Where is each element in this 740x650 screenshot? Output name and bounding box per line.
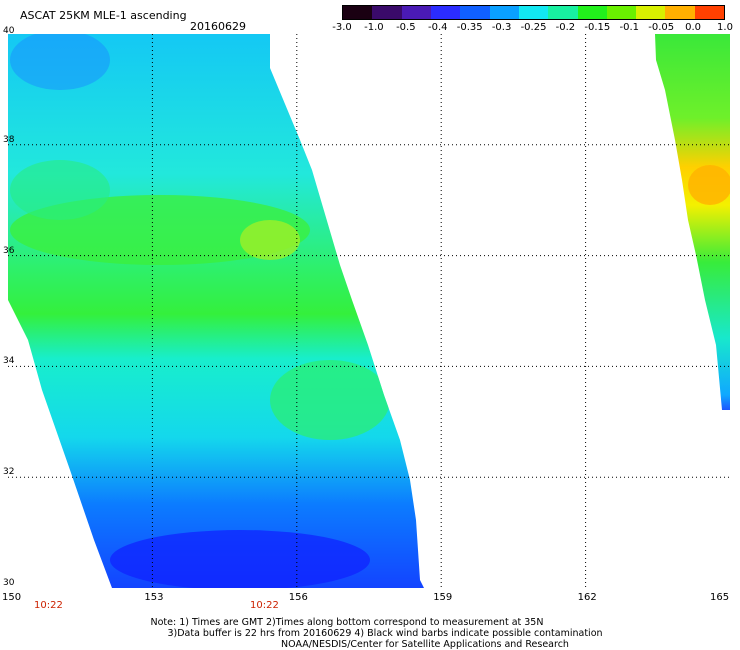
- latitude-tick-label: 32: [3, 467, 15, 478]
- colorbar-segment: [606, 6, 637, 19]
- latitude-tick-label: 38: [3, 134, 15, 145]
- colorbar-label: -0.4: [427, 22, 448, 33]
- colorbar-label: -0.05: [648, 22, 675, 33]
- colorbar-segment: [518, 6, 549, 19]
- colorbar-segment: [694, 6, 725, 19]
- longitude-tick-label: 165: [710, 592, 730, 603]
- time-label-left: 10:22: [34, 600, 63, 611]
- note-line-3: NOAA/NESDIS/Center for Satellite Applica…: [281, 639, 569, 650]
- colorbar-label: 0.0: [685, 22, 702, 33]
- longitude-tick-label: 156: [288, 592, 308, 603]
- colorbar-label: 1.0: [717, 22, 733, 33]
- swath-left: [8, 34, 424, 588]
- latitude-tick-label: 34: [3, 356, 15, 367]
- colorbar-segment: [372, 6, 402, 19]
- latitude-tick-label: 30: [3, 578, 15, 588]
- colorbar-segment: [401, 6, 431, 19]
- map-date: 20160629: [190, 20, 246, 33]
- colorbar-segment: [460, 6, 490, 19]
- colorbar-segment: [577, 6, 607, 19]
- note-line-1: Note: 1) Times are GMT 2)Times along bot…: [150, 617, 544, 628]
- longitude-tick-label: 150: [2, 592, 22, 603]
- swath-right: [655, 34, 730, 410]
- colorbar-label: -0.15: [584, 22, 611, 33]
- time-label-right: 10:22: [250, 600, 279, 611]
- latitude-tick-label: 40: [3, 26, 15, 36]
- note-line-2: 3)Data buffer is 22 hrs from 20160629 4)…: [167, 628, 603, 639]
- colorbar-segment: [636, 6, 666, 19]
- latitude-tick-label: 36: [3, 245, 15, 256]
- longitude-tick-label: 159: [433, 592, 453, 603]
- colorbar-segment: [430, 6, 461, 19]
- longitude-tick-label: 162: [577, 592, 597, 603]
- colorbar-label: -0.5: [396, 22, 416, 33]
- colorbar-label: -0.2: [555, 22, 576, 33]
- map-title: ASCAT 25KM MLE-1 ascending: [20, 9, 187, 22]
- colorbar: [342, 5, 725, 20]
- colorbar-label: -0.3: [491, 22, 512, 33]
- colorbar-label: -0.35: [456, 22, 483, 33]
- longitude-tick-label: 153: [144, 592, 164, 603]
- graticule: [8, 34, 730, 588]
- colorbar-label: -0.25: [520, 22, 547, 33]
- colorbar-segment: [489, 6, 519, 19]
- colorbar-label: -1.0: [364, 22, 384, 33]
- colorbar-segment: [343, 6, 373, 19]
- colorbar-segment: [665, 6, 695, 19]
- colorbar-label: -0.1: [619, 22, 640, 33]
- colorbar-segment: [548, 6, 578, 19]
- colorbar-label: -3.0: [332, 22, 352, 33]
